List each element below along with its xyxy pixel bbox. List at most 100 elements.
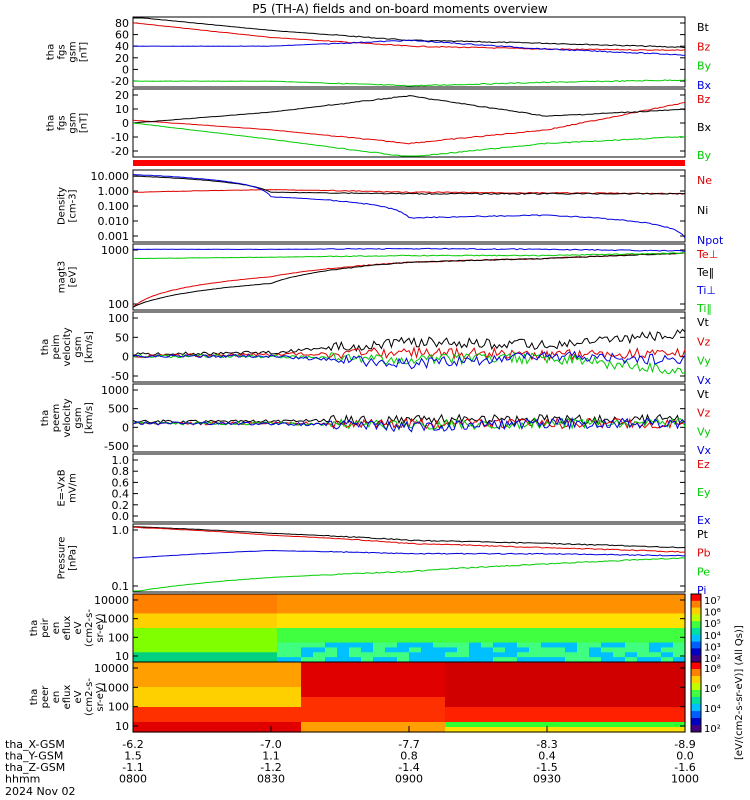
spectrogram-cell: [673, 642, 686, 649]
spectrogram-cell: [421, 662, 434, 668]
spectrogram-cell: [517, 618, 530, 624]
spectrogram-cell: [577, 608, 590, 615]
quality-flag-strip: [133, 160, 685, 166]
spectrogram-cell: [493, 628, 506, 634]
spectrogram-cell: [529, 637, 542, 644]
spectrogram-cell: [349, 717, 362, 723]
spectrogram-cell: [553, 598, 566, 605]
spectrogram-cell: [361, 717, 374, 723]
spectrogram-cell: [601, 707, 614, 713]
spectrogram-cell: [505, 628, 518, 634]
y-tick-label: 1000: [101, 681, 129, 694]
spectrogram-cell: [193, 692, 206, 698]
spectrogram-cell: [433, 722, 446, 728]
spectrogram-cell: [385, 687, 398, 693]
spectrogram-cell: [577, 637, 590, 644]
legend-Ti‖: Ti‖: [696, 302, 712, 315]
spectrogram-cell: [265, 594, 278, 600]
spectrogram-cell: [301, 722, 314, 728]
spectrogram-cell: [337, 682, 350, 688]
spectrogram-cell: [517, 702, 530, 708]
spectrogram-cell: [445, 598, 458, 605]
spectrogram-cell: [277, 637, 290, 644]
spectrogram-cell: [673, 692, 686, 698]
spectrogram-cell: [481, 637, 494, 644]
spectrogram-cell: [601, 603, 614, 610]
spectrogram-cell: [625, 672, 638, 678]
spectrogram-cell: [433, 662, 446, 668]
y-tick-label: 1000: [101, 384, 129, 397]
panel-frame: [132, 311, 686, 383]
spectrogram-cell: [517, 712, 530, 718]
spectrogram-cell: [625, 642, 638, 649]
axis-row-value: 1.5: [124, 750, 142, 763]
spectrogram-cell: [673, 613, 686, 619]
spectrogram-cell: [625, 662, 638, 668]
spectrogram-cell: [541, 682, 554, 688]
spectrogram-cell: [637, 657, 650, 663]
spectrogram-cell: [565, 692, 578, 698]
spectrogram-cell: [169, 632, 182, 639]
spectrogram-cell: [133, 628, 146, 634]
spectrogram-cell: [349, 677, 362, 683]
panel-pressure: 1.0 0.1 Pressure [nPa] Pt Pb Pe Pi: [57, 523, 711, 597]
legend-Vz: Vz: [697, 407, 711, 420]
spectrogram-cell: [589, 598, 602, 605]
spectrogram-cell: [553, 657, 566, 663]
spectrogram-cell: [553, 618, 566, 624]
legend-Ne: Ne: [697, 174, 712, 187]
spectrogram-cell: [541, 707, 554, 713]
spectrogram-cell: [565, 722, 578, 728]
spectrogram-cell: [145, 722, 158, 728]
spectrogram-cell: [649, 667, 662, 673]
spectrogram-cell: [301, 672, 314, 678]
spectrogram-cell: [649, 717, 662, 723]
spectrogram-cell: [673, 632, 686, 639]
spectrogram-cell: [625, 628, 638, 634]
spectrogram-cell: [565, 662, 578, 668]
spectrogram-cell: [505, 697, 518, 703]
spectrogram-cell: [289, 623, 302, 629]
spectrogram-cell: [469, 632, 482, 639]
spectrogram-cell: [397, 603, 410, 610]
y-tick-label: 0: [122, 117, 129, 130]
spectrogram-cell: [517, 613, 530, 619]
spectrogram-cell: [145, 594, 158, 600]
spectrogram-cell: [361, 632, 374, 639]
spectrogram-cell: [205, 722, 218, 728]
spectrogram-cell: [289, 603, 302, 610]
spectrogram-cell: [337, 672, 350, 678]
spectrogram-cell: [217, 717, 230, 723]
legend-Npot: Npot: [697, 234, 724, 247]
y-tick-label: 0: [122, 351, 129, 364]
spectrogram-cell: [193, 697, 206, 703]
panel-peim-velocity: 100 50 0 -50 tha peim velocity gsm [km/s] Vt Vz Vy V…: [40, 311, 712, 387]
spectrogram-cell: [445, 702, 458, 708]
spectrogram-cell: [505, 603, 518, 610]
spectrogram-cell: [265, 687, 278, 693]
spectrogram-cell: [517, 623, 530, 629]
spectrogram-cell: [613, 717, 626, 723]
colorbar-swatch: [691, 662, 701, 670]
spectrogram-cell: [409, 707, 422, 713]
spectrogram-cell: [133, 717, 146, 723]
spectrogram-cell: [205, 707, 218, 713]
spectrogram-cell: [553, 717, 566, 723]
spectrogram-cell: [361, 603, 374, 610]
spectrogram-cell: [421, 603, 434, 610]
spectrogram-cell: [397, 687, 410, 693]
spectrogram-cell: [145, 657, 158, 663]
axis-row-value: 1.1: [262, 750, 280, 763]
spectrogram-cell: [349, 598, 362, 605]
spectrogram-cell: [133, 647, 146, 653]
spectrogram-cell: [397, 697, 410, 703]
spectrogram-cell: [145, 687, 158, 693]
spectrogram-cell: [577, 623, 590, 629]
spectrogram-cell: [613, 647, 626, 653]
spectrogram-cell: [337, 603, 350, 610]
spectrogram-cell: [469, 647, 482, 653]
colorbar-swatch: [691, 621, 701, 629]
spectrogram-cell: [457, 692, 470, 698]
spectrogram-cell: [361, 647, 374, 653]
spectrogram-cell: [289, 652, 302, 658]
